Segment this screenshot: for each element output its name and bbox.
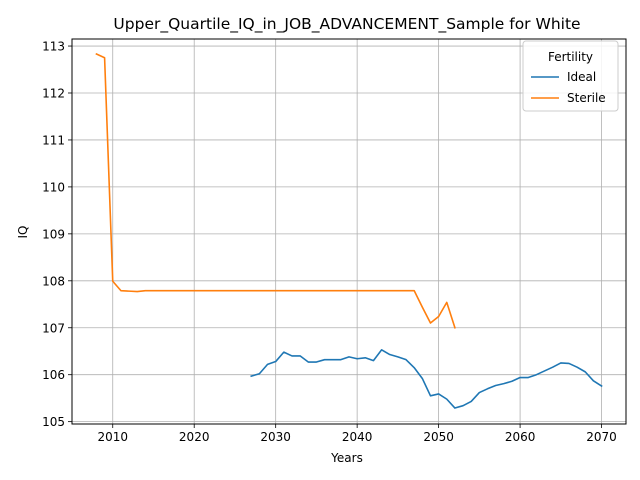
y-tick-label: 108 xyxy=(42,274,65,288)
grid xyxy=(72,39,626,424)
y-tick-label: 106 xyxy=(42,368,65,382)
y-tick-label: 112 xyxy=(42,86,65,100)
y-tick-label: 111 xyxy=(42,133,65,147)
y-tick-label: 113 xyxy=(42,40,65,54)
y-axis-label: IQ xyxy=(16,226,30,239)
chart-title: Upper_Quartile_IQ_in_JOB_ADVANCEMENT_Sam… xyxy=(113,15,580,34)
x-tick-label: 2070 xyxy=(586,430,617,444)
y-tick-label: 110 xyxy=(42,180,65,194)
axes: 2010 2020 2030 2040 2050 2060 2070 105 106 107 108… xyxy=(42,40,617,444)
x-tick-label: 2050 xyxy=(423,430,454,444)
x-tick-label: 2040 xyxy=(342,430,373,444)
legend-box xyxy=(522,40,619,112)
y-tick-label: 109 xyxy=(42,227,65,241)
x-tick-label: 2010 xyxy=(97,430,128,444)
series-line-sterile xyxy=(95,52,456,329)
series-line-ideal xyxy=(250,349,603,409)
legend-title: Fertility xyxy=(548,50,593,64)
plot-area-frame xyxy=(71,38,627,425)
x-axis-label: Years xyxy=(330,451,363,465)
y-tick-label: 105 xyxy=(42,415,65,429)
legend-label-sterile: Sterile xyxy=(567,91,606,105)
x-tick-label: 2030 xyxy=(260,430,291,444)
series-lines xyxy=(95,52,603,409)
x-tick-label: 2020 xyxy=(179,430,210,444)
x-tick-label: 2060 xyxy=(505,430,536,444)
legend-label-ideal: Ideal xyxy=(567,70,596,84)
y-tick-label: 107 xyxy=(42,321,65,335)
legend: Fertility Ideal Sterile xyxy=(522,40,619,112)
